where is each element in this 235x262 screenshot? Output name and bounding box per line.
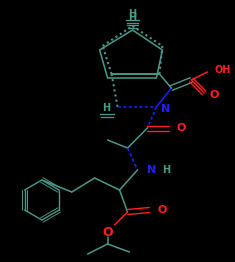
Text: O: O (176, 123, 186, 133)
Text: H: H (129, 9, 137, 19)
Text: H: H (162, 165, 171, 175)
Text: H: H (102, 103, 111, 113)
Text: N: N (161, 104, 171, 114)
Text: O: O (157, 205, 167, 215)
Text: N: N (147, 165, 157, 175)
Text: O: O (102, 227, 113, 239)
Text: H: H (129, 13, 137, 23)
Text: O: O (209, 90, 219, 100)
Text: OH: OH (214, 65, 231, 75)
